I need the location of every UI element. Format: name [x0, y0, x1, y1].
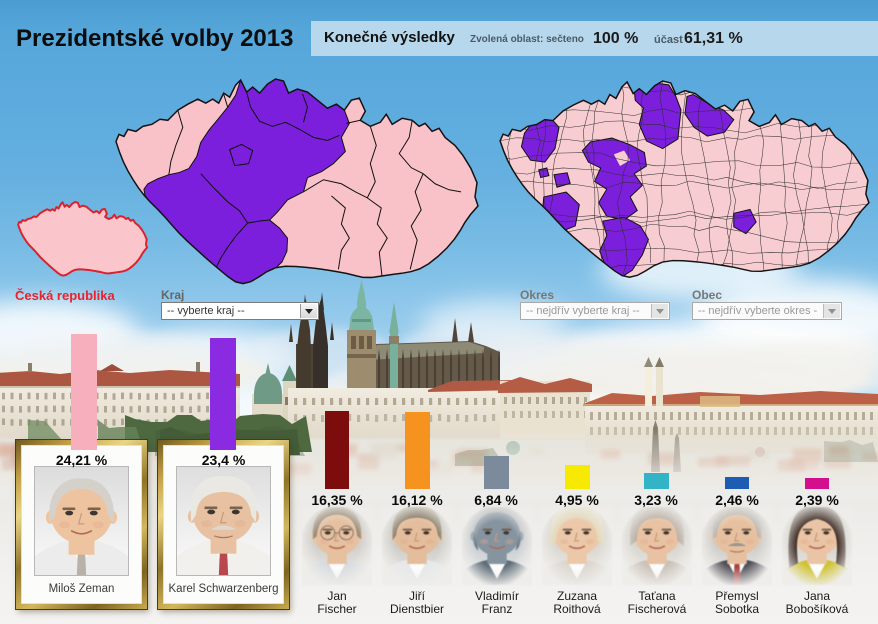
- svg-text:Česká republika: Česká republika: [15, 288, 115, 303]
